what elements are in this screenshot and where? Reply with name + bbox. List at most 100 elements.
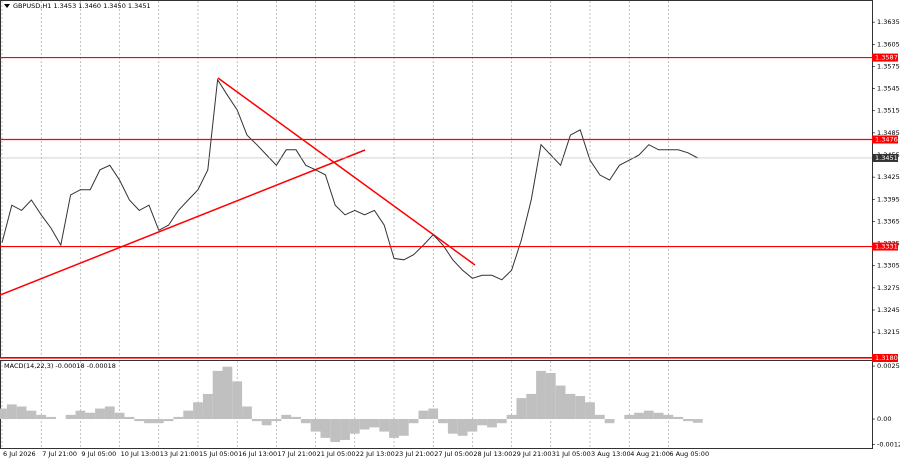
macd-bar <box>242 406 252 420</box>
y-tick-label: 1.3275 <box>877 284 900 292</box>
macd-bar <box>545 372 556 420</box>
macd-bar <box>153 419 164 424</box>
y-tick-label: 0.00253 <box>877 362 900 370</box>
x-tick-label: 10 Jul 13:00 <box>121 450 160 458</box>
x-tick-label: 29 Jul 21:00 <box>513 450 552 458</box>
macd-bar <box>163 419 174 422</box>
y-tick-label: 1.3515 <box>877 107 900 115</box>
macd-bar <box>349 419 360 434</box>
macd-bar <box>447 419 458 434</box>
x-tick-label: 31 Jul 05:00 <box>552 450 591 458</box>
macd-bar <box>359 419 370 430</box>
macd-bar <box>565 393 576 420</box>
x-tick-label: 6 Jul 2026 <box>3 450 36 458</box>
macd-bar <box>369 419 380 428</box>
macd-bar <box>604 419 615 424</box>
macd-bar <box>555 385 566 420</box>
macd-bar <box>0 408 7 420</box>
x-tick-label: 22 Jul 13:00 <box>356 450 395 458</box>
macd-bar <box>173 416 184 420</box>
macd-bar <box>144 419 154 424</box>
x-tick-label: 9 Jul 05:00 <box>81 450 116 458</box>
macd-bar <box>16 406 27 420</box>
x-tick-label: 15 Jul 05:00 <box>199 450 238 458</box>
x-tick-label: 16 Jul 13:00 <box>238 450 277 458</box>
macd-bar <box>212 370 223 420</box>
y-tick-label: 0.00 <box>877 415 891 423</box>
x-tick-label: 28 Jul 13:00 <box>473 450 512 458</box>
x-tick-label: 3 Aug 13:00 <box>591 450 631 458</box>
level-box <box>872 53 898 62</box>
macd-bar <box>300 419 311 424</box>
y-tick-label: 1.3575 <box>877 62 900 70</box>
macd-bar <box>398 419 409 436</box>
y-tick-label: 1.3605 <box>877 40 900 48</box>
x-tick-label: 4 Aug 21:00 <box>630 450 670 458</box>
menu-icon[interactable] <box>4 4 10 8</box>
macd-bar <box>193 402 203 420</box>
macd-bar <box>624 414 635 420</box>
macd-bar <box>183 410 194 420</box>
macd-bar <box>526 393 537 420</box>
macd-bar <box>75 410 86 420</box>
current-price-label: 1.3451 <box>875 154 898 162</box>
macd-bar <box>330 419 341 443</box>
macd-bar <box>692 419 703 423</box>
macd-bar <box>516 398 527 420</box>
level-label: 1.3180 <box>875 354 898 362</box>
macd-bar <box>477 419 488 426</box>
price-box <box>872 153 898 162</box>
macd-bar <box>134 419 145 422</box>
macd-bar <box>271 419 282 422</box>
macd-bar <box>291 416 301 420</box>
macd-bar <box>251 419 262 422</box>
macd-bar <box>6 404 17 420</box>
macd-bar <box>310 419 321 432</box>
macd-bar <box>506 414 517 420</box>
macd-bar <box>389 419 399 438</box>
macd-bar <box>46 416 56 420</box>
macd-bar <box>379 419 390 432</box>
level-label: 1.3587 <box>875 54 898 62</box>
macd-bar <box>202 393 213 420</box>
macd-bar <box>281 414 292 420</box>
x-tick-label: 6 Aug 05:00 <box>669 450 709 458</box>
y-tick-label: 1.3215 <box>877 328 900 336</box>
macd-bar <box>418 410 429 420</box>
trend-line <box>0 149 366 296</box>
macd-bar <box>585 402 595 420</box>
x-tick-label: 13 Jul 21:00 <box>160 450 199 458</box>
y-tick-label: 1.3635 <box>877 18 900 26</box>
macd-bar <box>104 406 115 420</box>
price-line <box>1 78 699 281</box>
trend-line <box>217 77 476 266</box>
macd-bar <box>683 419 693 422</box>
macd-bar <box>438 419 448 424</box>
macd-bar <box>663 414 674 420</box>
macd-bar <box>428 408 439 420</box>
macd-bar <box>643 410 654 420</box>
y-tick-label: 1.3395 <box>877 195 900 203</box>
x-tick-label: 21 Jul 05:00 <box>317 450 356 458</box>
macd-bar <box>85 412 96 420</box>
x-tick-label: 7 Jul 21:00 <box>42 450 77 458</box>
chart-title: GBPUSD,H1 1.3453 1.3460 1.3450 1.3451 <box>13 2 151 10</box>
macd-bar <box>320 419 331 438</box>
level-label: 1.3476 <box>875 136 898 144</box>
level-box <box>872 354 898 362</box>
macd-bar <box>594 414 605 420</box>
macd-bar <box>65 414 76 420</box>
macd-bar <box>124 416 135 420</box>
macd-bar <box>222 366 233 420</box>
macd-bar <box>673 416 684 420</box>
price-panel <box>0 0 873 358</box>
macd-bar <box>408 419 419 424</box>
macd-bar <box>95 408 105 420</box>
macd-bar <box>36 414 47 420</box>
macd-bar <box>261 419 272 426</box>
indicator-title: MACD(14,22,3) -0.00018 -0.00018 <box>4 362 116 370</box>
macd-bar <box>575 396 586 420</box>
macd-bar <box>487 419 497 428</box>
y-tick-label: 1.3245 <box>877 306 900 314</box>
